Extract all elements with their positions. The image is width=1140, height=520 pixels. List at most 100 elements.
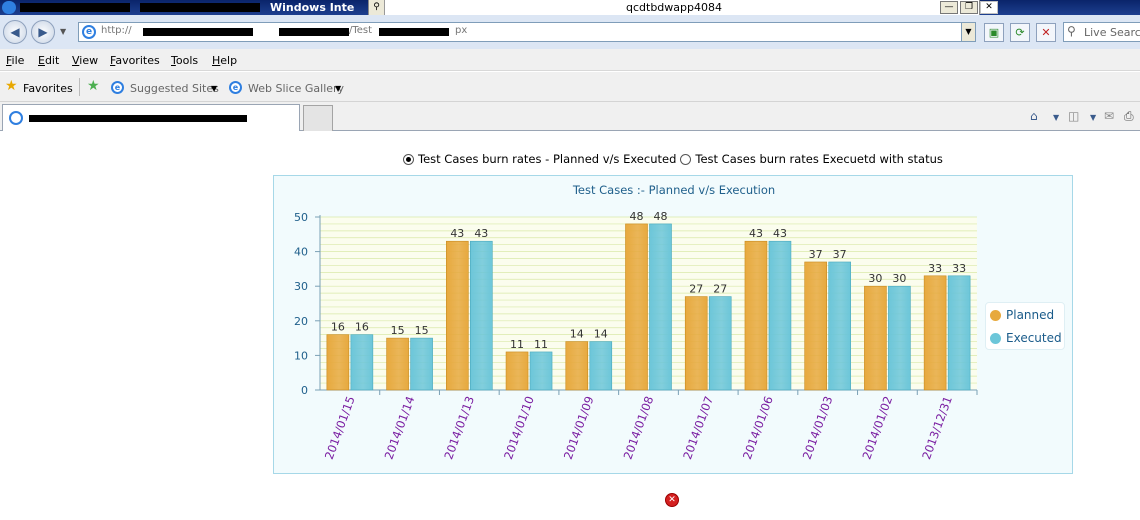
- bar-executed: [350, 334, 374, 391]
- chevron-down-icon[interactable]: ▼: [1090, 113, 1097, 122]
- redacted-url: [143, 28, 253, 36]
- address-dropdown-icon[interactable]: ▼: [961, 23, 975, 41]
- data-label-planned: 43: [749, 227, 763, 240]
- data-label-planned: 48: [630, 210, 644, 223]
- menu-help-label: elp: [220, 54, 238, 67]
- remote-session-bar: ⚲ qcdtbdwapp4084: [368, 0, 980, 15]
- menu-tools-key: T: [171, 54, 176, 67]
- legend-swatch-planned: [990, 309, 1001, 321]
- data-label-planned: 33: [928, 262, 942, 275]
- menu-view-label: iew: [79, 54, 99, 67]
- bar-executed: [828, 261, 851, 391]
- print-icon[interactable]: ⎙: [1124, 109, 1134, 123]
- suggested-sites-label: Suggested Sites: [130, 82, 219, 95]
- forward-button[interactable]: ▶: [31, 20, 55, 44]
- chevron-down-icon[interactable]: ▼: [1053, 113, 1060, 122]
- address-input[interactable]: e http:// /Test px ▼: [78, 22, 976, 42]
- favorites-label: Favorites: [23, 82, 73, 95]
- chart-legend: Planned Executed: [985, 302, 1065, 350]
- menu-edit-key: E: [38, 54, 45, 67]
- minimize-button[interactable]: —: [940, 1, 958, 14]
- mail-icon[interactable]: ✉: [1104, 109, 1115, 123]
- ie-page-icon: [9, 111, 23, 125]
- data-label-planned: 14: [570, 328, 584, 341]
- pin-icon[interactable]: ⚲: [369, 0, 385, 15]
- data-label-executed: 27: [713, 283, 727, 296]
- y-tick-label: 30: [294, 280, 308, 293]
- favorites-star-icon: ★: [5, 78, 18, 94]
- redacted-url: [379, 28, 449, 36]
- new-tab-button[interactable]: [303, 105, 333, 131]
- search-input[interactable]: ⚲ Live Search: [1063, 22, 1140, 42]
- radio-planned-vs-executed[interactable]: [403, 153, 414, 165]
- bar-planned: [386, 337, 409, 391]
- x-tick-label: 2014/01/15: [322, 394, 358, 461]
- menu-tools-label: ools: [175, 54, 199, 67]
- menu-view[interactable]: View: [72, 54, 98, 67]
- tab-bar: ⌂ ▼ ◫ ▼ ✉ ⎙: [0, 102, 1140, 131]
- search-placeholder: Live Search: [1084, 26, 1140, 39]
- bar-planned: [923, 275, 947, 391]
- x-tick-label: 2014/01/14: [382, 394, 418, 461]
- data-label-executed: 48: [654, 210, 668, 223]
- menu-file[interactable]: File: [6, 54, 24, 67]
- tab-current[interactable]: [2, 104, 300, 131]
- compatibility-view-icon[interactable]: ▣: [984, 23, 1004, 42]
- stop-icon[interactable]: ✕: [1036, 23, 1056, 42]
- bar-planned: [326, 334, 350, 391]
- bar-planned: [864, 285, 887, 391]
- legend-swatch-executed: [990, 332, 1001, 344]
- redacted-title-text: [20, 3, 130, 12]
- x-tick-label: 2014/01/08: [620, 394, 656, 461]
- error-icon[interactable]: ✕: [665, 493, 679, 507]
- web-slice-gallery-label: Web Slice Gallery: [248, 82, 345, 95]
- menu-favorites[interactable]: Favorites: [110, 54, 160, 67]
- menu-tools[interactable]: Tools: [171, 54, 198, 67]
- search-icon: ⚲: [1067, 24, 1076, 38]
- y-tick-label: 20: [294, 315, 308, 328]
- legend-item-planned[interactable]: Planned: [990, 308, 1054, 322]
- legend-item-executed[interactable]: Executed: [990, 331, 1062, 345]
- window-title-bar: Windows Inte ⚲ qcdtbdwapp4084 — ❐ ✕: [0, 0, 1140, 15]
- back-arrow-icon: ◀: [10, 25, 20, 39]
- radio-executed-with-status[interactable]: [680, 153, 692, 165]
- bar-executed: [768, 240, 792, 391]
- menu-help[interactable]: Help: [212, 54, 237, 67]
- ie-page-icon: e: [111, 81, 124, 94]
- menu-bar: File Edit View Favorites Tools Help: [0, 49, 1140, 71]
- legend-label-planned: Planned: [1006, 308, 1055, 322]
- ie-logo-icon: [2, 1, 16, 14]
- forward-arrow-icon: ▶: [38, 25, 48, 39]
- bar-planned: [744, 240, 768, 391]
- data-label-executed: 16: [355, 321, 369, 334]
- restore-button[interactable]: ❐: [960, 1, 978, 14]
- chart-title: Test Cases :- Planned v/s Execution: [572, 183, 775, 197]
- window-title: Windows Inte: [270, 1, 355, 14]
- menu-view-key: V: [72, 54, 80, 67]
- redacted-url: [279, 28, 349, 36]
- data-label-executed: 37: [833, 248, 847, 261]
- address-toolbar: ◀ ▶ ▼ e http:// /Test px ▼ ▣ ⟳ ✕ ⚲ Live …: [0, 15, 1140, 49]
- history-dropdown-icon[interactable]: ▼: [60, 27, 67, 36]
- menu-edit[interactable]: Edit: [38, 54, 59, 67]
- bar-executed: [529, 351, 553, 391]
- data-label-executed: 14: [594, 328, 608, 341]
- ie-page-icon: e: [82, 25, 96, 39]
- url-start: http://: [101, 25, 132, 36]
- x-tick-label: 2014/01/03: [800, 394, 836, 461]
- home-icon[interactable]: ⌂: [1030, 109, 1038, 123]
- menu-favorites-label: avorites: [115, 54, 160, 67]
- feeds-icon[interactable]: ◫: [1068, 109, 1080, 123]
- y-tick-label: 0: [301, 384, 308, 397]
- data-label-planned: 11: [510, 338, 524, 351]
- add-to-favorites-icon[interactable]: ★: [87, 78, 100, 94]
- x-tick-label: 2013/12/31: [919, 394, 955, 461]
- bar-executed: [947, 275, 971, 391]
- close-button[interactable]: ✕: [980, 1, 998, 14]
- back-button[interactable]: ◀: [3, 20, 27, 44]
- redacted-title-text: [140, 3, 260, 12]
- bar-planned: [684, 296, 708, 391]
- chevron-down-icon: ▼: [211, 84, 218, 93]
- refresh-icon[interactable]: ⟳: [1010, 23, 1030, 42]
- bar-planned: [804, 261, 827, 391]
